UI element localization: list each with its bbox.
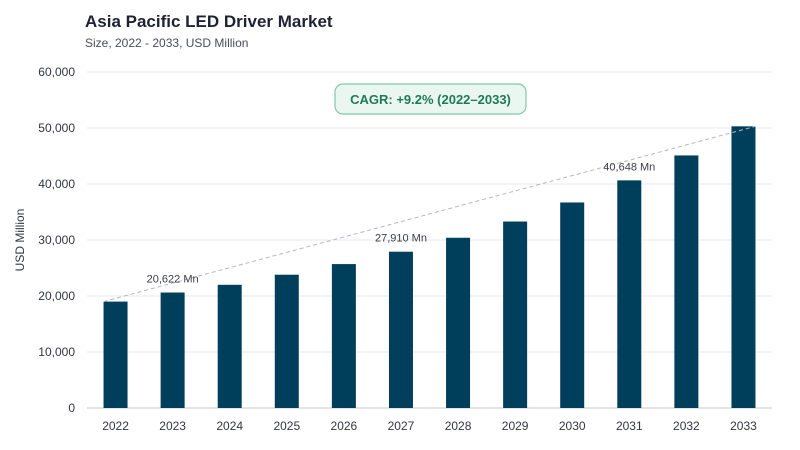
bar-2029 — [503, 221, 528, 408]
x-tick-label: 2029 — [502, 419, 529, 433]
bar-2027 — [388, 251, 413, 408]
x-tick-label: 2022 — [102, 419, 129, 433]
y-tick-label: 20,000 — [38, 289, 75, 303]
bars — [103, 126, 756, 408]
data-label-2027: 27,910 Mn — [375, 233, 427, 245]
y-tick-label: 60,000 — [38, 65, 75, 79]
data-label-2031: 40,648 Mn — [603, 161, 655, 173]
chart-subtitle: Size, 2022 - 2033, USD Million — [85, 36, 249, 50]
cagr-annotation: CAGR: +9.2% (2022–2033) — [334, 83, 527, 115]
bar-2032 — [674, 155, 699, 408]
x-tick-label: 2024 — [216, 419, 243, 433]
y-tick-label: 0 — [68, 401, 75, 415]
x-tick-label: 2026 — [331, 419, 358, 433]
bar-2028 — [446, 237, 471, 408]
x-tick-label: 2033 — [730, 419, 757, 433]
y-tick-label: 40,000 — [38, 177, 75, 191]
x-tick-label: 2030 — [559, 419, 586, 433]
data-label-2023: 20,622 Mn — [147, 274, 199, 286]
bar-2026 — [331, 264, 356, 408]
cagr-text: CAGR: +9.2% (2022–2033) — [350, 92, 511, 107]
y-axis-ticks: 0 10,000 20,000 30,000 40,000 50,000 60,000 — [38, 65, 75, 415]
x-tick-label: 2025 — [273, 419, 300, 433]
bar-2033 — [731, 126, 756, 408]
trend-line — [103, 125, 756, 303]
bar-2023 — [160, 292, 185, 408]
y-tick-label: 50,000 — [38, 121, 75, 135]
bar-2022 — [103, 301, 128, 408]
bar-2031 — [617, 180, 642, 408]
x-tick-label: 2028 — [445, 419, 472, 433]
x-tick-label: 2032 — [673, 419, 700, 433]
y-tick-label: 30,000 — [38, 233, 75, 247]
x-tick-label: 2023 — [159, 419, 186, 433]
bar-2030 — [560, 202, 585, 408]
bar-2024 — [217, 284, 242, 408]
chart-title: Asia Pacific LED Driver Market — [85, 12, 333, 31]
y-axis-label: USD Million — [13, 209, 27, 272]
x-tick-label: 2031 — [616, 419, 643, 433]
bar-2025 — [274, 274, 299, 408]
y-tick-label: 10,000 — [38, 345, 75, 359]
x-tick-label: 2027 — [388, 419, 415, 433]
cagr-box — [334, 83, 527, 115]
data-labels: 20,622 Mn 27,910 Mn 40,648 Mn — [147, 161, 656, 285]
gridlines — [87, 71, 772, 409]
x-axis-ticks: 2022 2023 2024 2025 2026 2027 2028 2029 2030 2031… — [102, 419, 757, 433]
